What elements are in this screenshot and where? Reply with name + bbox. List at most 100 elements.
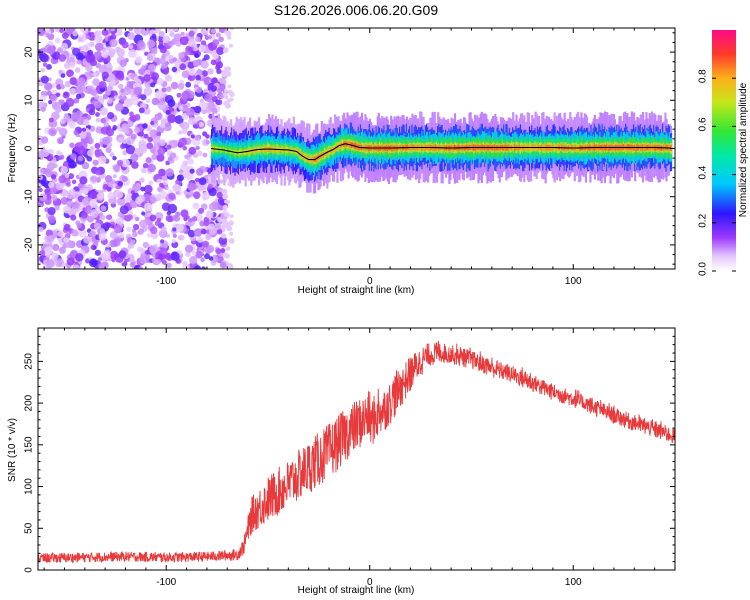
noise-speckle <box>194 105 202 114</box>
noise-speckle <box>220 248 226 253</box>
spectrogram-ytick-label: 0 <box>24 145 35 151</box>
noise-speckle <box>148 180 154 186</box>
noise-speckle <box>201 266 206 269</box>
noise-speckle <box>50 94 58 102</box>
noise-speckle <box>105 147 112 154</box>
noise-speckle <box>143 74 151 82</box>
noise-speckle <box>90 175 98 183</box>
noise-speckle <box>156 217 162 223</box>
noise-speckle <box>142 123 148 129</box>
noise-speckle <box>56 150 61 156</box>
noise-speckle <box>99 228 106 235</box>
ridge-cell <box>327 150 330 155</box>
noise-speckle <box>47 215 56 224</box>
snr-xtick-label: 0 <box>367 577 373 588</box>
noise-speckle <box>116 48 126 57</box>
noise-speckle <box>185 108 195 117</box>
ridge-cell <box>352 142 355 148</box>
noise-speckle <box>165 168 174 177</box>
noise-speckle <box>227 84 232 89</box>
noise-speckle <box>228 220 234 226</box>
noise-speckle <box>107 192 115 199</box>
noise-speckle <box>177 82 185 90</box>
noise-speckle <box>169 54 174 60</box>
noise-speckle <box>224 66 228 71</box>
noise-speckle <box>156 153 165 162</box>
noise-speckle <box>39 53 49 63</box>
noise-speckle <box>73 130 79 135</box>
noise-speckle <box>195 178 200 183</box>
noise-speckle <box>200 257 205 263</box>
noise-speckle <box>129 262 135 268</box>
noise-speckle <box>162 61 169 67</box>
noise-speckle <box>133 86 142 96</box>
noise-speckle <box>205 134 210 139</box>
noise-speckle <box>119 205 129 215</box>
noise-speckle <box>161 259 167 265</box>
noise-speckle <box>79 28 89 33</box>
noise-speckle <box>141 211 146 216</box>
noise-speckle <box>216 47 225 55</box>
noise-speckle <box>146 142 154 150</box>
noise-speckle <box>62 205 71 214</box>
snr-line <box>38 341 675 564</box>
noise-speckle <box>66 182 71 187</box>
ridge-cell <box>330 148 333 154</box>
ridge-cell <box>228 148 232 154</box>
ridge-cell <box>355 142 358 149</box>
noise-speckle <box>38 187 43 193</box>
noise-speckle <box>126 226 132 232</box>
noise-speckle <box>95 118 101 123</box>
noise-speckle <box>193 228 203 237</box>
noise-speckle <box>116 197 126 206</box>
noise-speckle <box>138 229 144 236</box>
noise-speckle <box>137 246 143 253</box>
noise-speckle <box>169 31 175 37</box>
noise-speckle <box>157 35 164 43</box>
noise-speckle <box>167 99 176 107</box>
noise-speckle <box>216 68 222 75</box>
colorbar-tick-label: 0.2 <box>698 213 709 227</box>
noise-speckle <box>191 216 198 222</box>
noise-speckle <box>99 214 106 221</box>
spectrogram-xtick-label: 100 <box>565 276 582 287</box>
noise-speckle <box>143 133 149 139</box>
noise-speckle <box>198 207 204 214</box>
noise-speckle <box>94 149 101 156</box>
noise-speckle <box>219 179 224 184</box>
noise-speckle <box>128 111 134 117</box>
noise-speckle <box>38 175 44 181</box>
noise-speckle <box>190 134 195 139</box>
ridge-cell <box>298 150 301 156</box>
noise-speckle <box>89 146 95 151</box>
noise-speckle <box>86 184 93 191</box>
snr-ytick-label: 200 <box>24 394 35 411</box>
noise-speckle <box>50 188 57 195</box>
spectrogram-xlabel: Height of straight line (km) <box>298 285 415 296</box>
noise-speckle <box>101 136 110 145</box>
noise-speckle <box>46 90 52 96</box>
noise-speckle <box>96 50 102 57</box>
noise-speckle <box>169 139 178 149</box>
noise-speckle <box>98 65 108 74</box>
noise-speckle <box>63 223 71 231</box>
noise-speckle <box>160 247 168 255</box>
ridge-cell <box>608 145 611 151</box>
noise-speckle <box>205 140 210 145</box>
noise-speckle <box>196 150 203 157</box>
noise-speckle <box>51 195 58 201</box>
noise-speckle <box>110 28 116 32</box>
noise-speckle <box>128 28 133 32</box>
noise-speckle <box>189 168 195 174</box>
noise-speckle <box>172 183 181 192</box>
noise-speckle <box>76 59 82 65</box>
noise-speckle <box>228 238 235 244</box>
noise-speckle <box>188 146 197 155</box>
noise-speckle <box>99 107 108 116</box>
noise-speckle <box>148 63 157 72</box>
noise-speckle <box>224 95 229 100</box>
noise-speckle <box>202 152 208 158</box>
noise-speckle <box>185 194 191 199</box>
